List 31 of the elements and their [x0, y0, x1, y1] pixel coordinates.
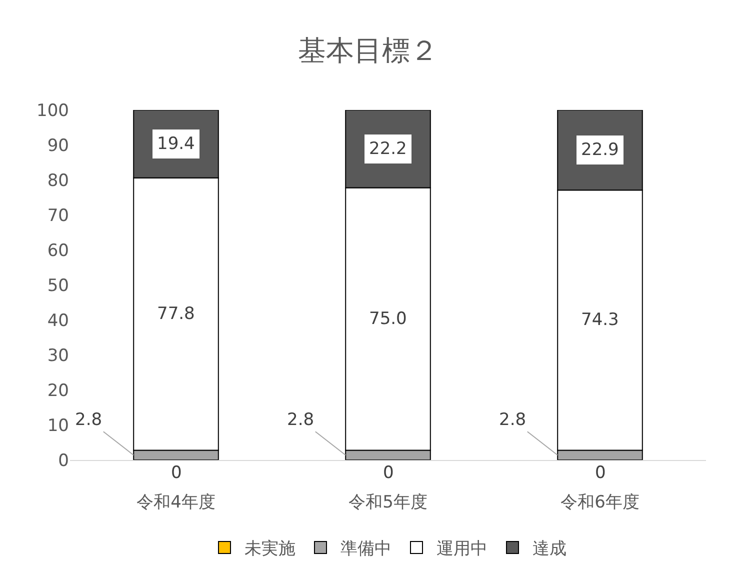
data-label: 77.8 [157, 304, 195, 324]
data-label: 75.0 [369, 309, 407, 329]
y-tick-label: 20 [47, 380, 69, 401]
data-label: 19.4 [157, 134, 195, 154]
data-label: 0 [383, 463, 394, 483]
y-tick-label: 60 [47, 240, 69, 261]
y-tick-label: 10 [47, 416, 69, 436]
x-tick-label: 令和5年度 [348, 492, 428, 512]
x-tick-label: 令和6年度 [560, 492, 640, 512]
y-tick-label: 50 [47, 276, 69, 296]
y-tick-label: 70 [47, 206, 69, 226]
data-label: 2.8 [287, 410, 314, 430]
chart-title: 基本目標２ [298, 34, 438, 68]
y-tick-label: 30 [47, 346, 69, 366]
data-label: 0 [171, 463, 182, 483]
x-tick-label: 令和4年度 [136, 492, 216, 512]
data-label: 2.8 [499, 410, 526, 430]
legend-label: 準備中 [340, 539, 392, 560]
data-label: 74.3 [581, 310, 619, 330]
legend-label: 達成 [532, 539, 566, 560]
y-tick-label: 100 [36, 100, 69, 121]
data-label: 2.8 [75, 410, 102, 430]
y-tick-label: 80 [47, 170, 69, 191]
data-label: 0 [595, 463, 606, 483]
legend-label: 未実施 [244, 539, 296, 560]
data-label: 22.2 [369, 139, 407, 159]
y-tick-label: 0 [58, 450, 69, 471]
y-tick-label: 40 [47, 310, 69, 331]
y-tick-label: 90 [47, 136, 69, 156]
data-label: 22.9 [581, 140, 619, 160]
legend-label: 運用中 [436, 539, 488, 560]
